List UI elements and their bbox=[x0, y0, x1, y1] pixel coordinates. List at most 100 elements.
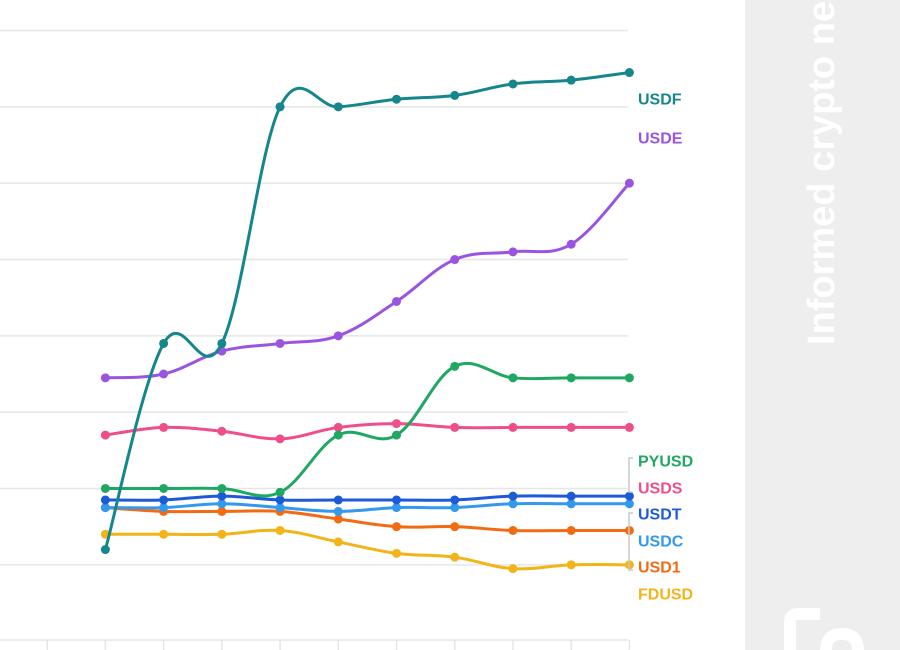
data-point-fdusd bbox=[450, 552, 460, 562]
bracket-upper bbox=[628, 457, 633, 493]
data-point-usdf bbox=[333, 102, 343, 112]
data-point-usdf bbox=[508, 79, 518, 89]
series-line-usdc bbox=[103, 501, 631, 513]
data-point-usds bbox=[508, 422, 518, 432]
data-point-pyusd bbox=[508, 373, 518, 383]
data-point-usdc bbox=[275, 503, 285, 513]
data-point-fdusd bbox=[159, 529, 169, 539]
data-point-usde bbox=[566, 239, 576, 249]
series-usde bbox=[100, 178, 634, 383]
data-point-usdt bbox=[392, 495, 402, 505]
data-point-usd1 bbox=[217, 506, 227, 516]
data-point-usdf bbox=[275, 102, 285, 112]
data-point-fdusd bbox=[392, 548, 402, 558]
series-label-usdf: USDF bbox=[638, 92, 682, 109]
data-point-usd1 bbox=[566, 525, 576, 535]
data-point-usde bbox=[159, 369, 169, 379]
series-label-usdt: USDT bbox=[638, 507, 682, 524]
series-label-usdc: USDC bbox=[638, 534, 684, 551]
series-label-usd1: USD1 bbox=[638, 560, 681, 577]
series-line-usd1 bbox=[103, 506, 631, 533]
data-point-usds bbox=[566, 422, 576, 432]
data-point-usdt bbox=[333, 495, 343, 505]
data-point-usds bbox=[217, 426, 227, 436]
series-line-fdusd bbox=[103, 528, 631, 571]
data-point-usdt bbox=[624, 491, 634, 501]
series-usdf bbox=[100, 68, 634, 555]
data-point-usds bbox=[159, 422, 169, 432]
bracket-lower bbox=[628, 512, 633, 571]
data-point-usdf bbox=[566, 75, 576, 85]
data-point-pyusd bbox=[566, 373, 576, 383]
data-point-pyusd bbox=[450, 361, 460, 371]
series-line-usde bbox=[103, 181, 631, 380]
data-point-usds bbox=[624, 422, 634, 432]
series-label-fdusd: FDUSD bbox=[638, 587, 693, 604]
data-point-usd1 bbox=[392, 522, 402, 532]
data-point-usdc bbox=[566, 499, 576, 509]
data-point-pyusd bbox=[392, 430, 402, 440]
series-usds bbox=[100, 419, 634, 444]
series-end-labels: USDF USDE PYUSD USDS USDT USDC USD1 FDUSD bbox=[638, 92, 693, 604]
watermark-text: Informed crypto ne bbox=[801, 1, 843, 345]
data-point-usdf bbox=[392, 94, 402, 104]
data-point-fdusd bbox=[333, 537, 343, 547]
series-line-usds bbox=[103, 422, 631, 441]
data-point-usdf bbox=[217, 338, 227, 348]
data-point-usdt bbox=[275, 495, 285, 505]
series-line-pyusd bbox=[103, 361, 631, 498]
data-point-pyusd bbox=[100, 483, 110, 493]
data-point-usd1 bbox=[450, 522, 460, 532]
publisher-logo-icon bbox=[784, 608, 864, 650]
data-point-usd1 bbox=[333, 514, 343, 524]
series-label-usds: USDS bbox=[638, 481, 683, 498]
data-point-usdc bbox=[100, 503, 110, 513]
data-point-usdc bbox=[159, 503, 169, 513]
series-line-usdf bbox=[103, 71, 631, 552]
data-point-usds bbox=[392, 419, 402, 429]
data-point-usdc bbox=[217, 499, 227, 509]
data-point-usde bbox=[100, 373, 110, 383]
data-point-usdt bbox=[159, 495, 169, 505]
data-point-usdf bbox=[624, 68, 634, 78]
logo-stroke bbox=[784, 608, 820, 650]
data-point-usdf bbox=[159, 338, 169, 348]
data-point-usdt bbox=[450, 495, 460, 505]
series-fdusd bbox=[100, 525, 634, 574]
data-point-usdc bbox=[392, 503, 402, 513]
data-point-usdc bbox=[624, 499, 634, 509]
x-axis-ticks bbox=[46, 640, 631, 650]
series-usdc bbox=[100, 499, 634, 516]
data-point-usde bbox=[392, 296, 402, 306]
data-point-usdc bbox=[450, 503, 460, 513]
series-usdt bbox=[100, 491, 634, 505]
data-point-usds bbox=[275, 434, 285, 444]
data-point-usds bbox=[333, 422, 343, 432]
data-point-usdt bbox=[100, 495, 110, 505]
logo-arc bbox=[820, 627, 864, 650]
data-point-usde bbox=[333, 331, 343, 341]
data-point-usde bbox=[508, 247, 518, 257]
data-point-pyusd bbox=[333, 430, 343, 440]
data-point-usds bbox=[450, 422, 460, 432]
data-point-usdc bbox=[508, 499, 518, 509]
data-point-pyusd bbox=[159, 483, 169, 493]
data-point-usde bbox=[624, 178, 634, 188]
data-point-usdt bbox=[566, 491, 576, 501]
series-label-pyusd: PYUSD bbox=[638, 454, 693, 471]
gridlines bbox=[0, 29, 628, 641]
data-point-pyusd bbox=[275, 487, 285, 497]
label-bracket bbox=[628, 457, 633, 571]
data-point-usdc bbox=[333, 506, 343, 516]
data-point-usdt bbox=[508, 491, 518, 501]
data-point-fdusd bbox=[275, 525, 285, 535]
data-point-usdt bbox=[217, 491, 227, 501]
series-group bbox=[100, 68, 634, 574]
watermark: Informed crypto ne bbox=[784, 1, 864, 650]
series-line-usdt bbox=[103, 494, 631, 502]
data-point-usdf bbox=[450, 90, 460, 100]
series-label-usde: USDE bbox=[638, 131, 683, 148]
data-point-usde bbox=[450, 255, 460, 265]
data-point-usd1 bbox=[508, 525, 518, 535]
